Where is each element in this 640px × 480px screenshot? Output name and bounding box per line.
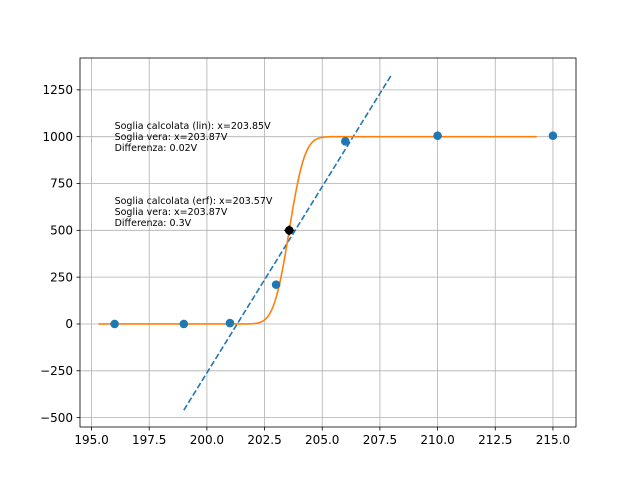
x-tick-label: 200.0 bbox=[190, 433, 224, 447]
data-point bbox=[225, 318, 235, 328]
annotation-text: Differenza: 0.3V bbox=[115, 218, 192, 229]
plot-frame bbox=[79, 57, 577, 428]
annotation-text: Differenza: 0.02V bbox=[115, 143, 198, 154]
x-tick-label: 207.5 bbox=[363, 433, 397, 447]
y-tick-label: 1250 bbox=[42, 83, 73, 97]
annotation-text: Soglia calcolata (lin): x=203.85V bbox=[115, 121, 271, 132]
x-tick-label: 205.0 bbox=[305, 433, 339, 447]
y-tick-label: 1000 bbox=[42, 130, 73, 144]
x-tick-label: 202.5 bbox=[247, 433, 281, 447]
data-points bbox=[110, 131, 558, 329]
x-tick-label: 215.0 bbox=[536, 433, 570, 447]
x-tick-label: 195.0 bbox=[74, 433, 108, 447]
linear-fit-line bbox=[183, 74, 393, 411]
grid bbox=[80, 58, 576, 427]
erf-fit-curve bbox=[98, 135, 537, 325]
data-point bbox=[548, 131, 558, 141]
fit-lines bbox=[98, 74, 537, 411]
y-tick-label: 250 bbox=[50, 270, 73, 284]
data-point bbox=[179, 319, 189, 329]
x-tick-label: 212.5 bbox=[478, 433, 512, 447]
axis-ticks: 195.0 197.5 200.0 202.5 205.0 207.5 210.0 212.5… bbox=[40, 83, 570, 447]
data-point bbox=[110, 319, 119, 329]
annotations: Soglia calcolata (lin): x=203.85VSoglia … bbox=[115, 121, 273, 229]
y-tick-label: −250 bbox=[40, 364, 73, 378]
y-tick-label: 750 bbox=[50, 177, 73, 191]
x-tick-label: 210.0 bbox=[420, 433, 454, 447]
y-tick-label: −500 bbox=[40, 411, 73, 425]
data-point bbox=[271, 280, 281, 289]
annotation-text: Soglia vera: x=203.87V bbox=[115, 207, 228, 218]
annotation-text: Soglia calcolata (erf): x=203.57V bbox=[115, 196, 273, 207]
y-tick-label: 500 bbox=[50, 224, 73, 238]
data-point bbox=[433, 131, 442, 141]
data-point bbox=[341, 137, 350, 146]
annotation-text: Soglia vera: x=203.87V bbox=[115, 132, 228, 143]
x-tick-label: 197.5 bbox=[132, 433, 166, 447]
y-tick-label: 0 bbox=[65, 317, 73, 331]
